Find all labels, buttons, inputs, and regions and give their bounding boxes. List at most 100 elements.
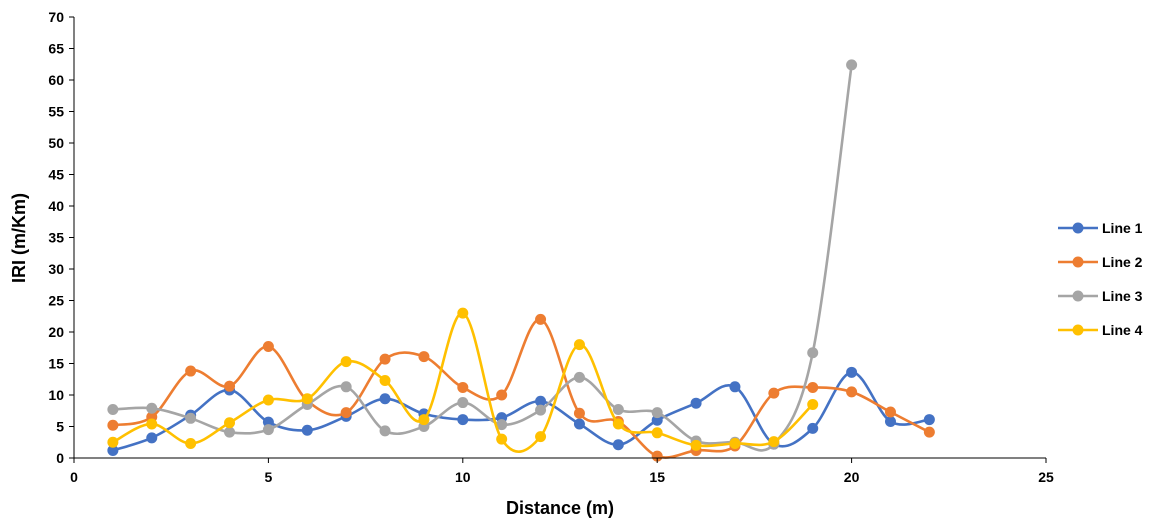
data-point: [262, 416, 274, 428]
data-point: [224, 417, 236, 429]
legend-swatch-marker: [1072, 256, 1084, 268]
y-tick-label: 45: [48, 167, 64, 183]
y-tick-label: 30: [48, 261, 64, 277]
legend-swatch-marker: [1072, 290, 1084, 302]
y-tick-label: 40: [48, 198, 64, 214]
series-line-1: [107, 366, 935, 456]
x-tick-label: 25: [1038, 469, 1054, 485]
x-tick-label: 10: [455, 469, 471, 485]
data-point: [224, 426, 236, 438]
legend-item: Line 4: [1058, 322, 1143, 338]
legend-label: Line 2: [1102, 254, 1143, 270]
tick-layer: 0 5 10 15 20 25 30 35 40 45 50 55 60 65 70 0 5 10 15 20 25: [48, 9, 1054, 485]
x-tick-label: 20: [844, 469, 860, 485]
data-point: [301, 424, 313, 436]
data-point: [340, 407, 352, 419]
data-point: [807, 422, 819, 434]
data-point: [457, 397, 469, 409]
data-point: [768, 436, 780, 448]
x-tick-label: 5: [265, 469, 273, 485]
y-tick-label: 70: [48, 9, 64, 25]
data-point: [146, 418, 158, 430]
y-tick-label: 10: [48, 387, 64, 403]
legend: Line 1 Line 2 Line 3 Line 4: [1058, 220, 1143, 338]
data-point: [768, 387, 780, 399]
data-point: [846, 366, 858, 378]
data-point: [379, 393, 391, 405]
y-tick-label: 0: [56, 450, 64, 466]
data-point: [340, 356, 352, 368]
x-axis-title: Distance (m): [506, 498, 614, 518]
series-line: [112, 311, 814, 453]
data-point: [535, 395, 547, 407]
data-point: [846, 386, 858, 398]
data-point: [923, 414, 935, 426]
legend-item: Line 3: [1058, 288, 1143, 304]
data-point: [573, 407, 585, 419]
data-point: [807, 398, 819, 410]
data-point: [107, 403, 119, 415]
data-point: [262, 394, 274, 406]
data-point: [535, 431, 547, 443]
data-point: [612, 439, 624, 451]
data-point: [884, 406, 896, 418]
data-point: [379, 425, 391, 437]
data-point: [923, 426, 935, 438]
y-tick-label: 5: [56, 419, 64, 435]
data-point: [807, 381, 819, 393]
legend-label: Line 3: [1102, 288, 1143, 304]
data-point: [573, 371, 585, 383]
y-tick-label: 60: [48, 72, 64, 88]
data-point: [185, 438, 197, 450]
x-tick-label: 15: [649, 469, 665, 485]
y-axis-title: IRI (m/Km): [9, 193, 29, 283]
data-point: [651, 450, 663, 462]
data-point: [729, 438, 741, 450]
y-tick-label: 35: [48, 230, 64, 246]
legend-swatch-marker: [1072, 222, 1084, 234]
data-point: [107, 419, 119, 431]
x-tick-label: 0: [70, 469, 78, 485]
y-tick-label: 15: [48, 356, 64, 372]
data-point: [418, 414, 430, 426]
data-point: [107, 444, 119, 456]
data-point: [340, 381, 352, 393]
data-point: [224, 380, 236, 392]
data-point: [262, 424, 274, 436]
data-point: [457, 414, 469, 426]
data-point: [146, 402, 158, 414]
y-tick-label: 20: [48, 324, 64, 340]
y-tick-label: 50: [48, 135, 64, 151]
data-point: [496, 389, 508, 401]
legend-label: Line 4: [1102, 322, 1143, 338]
data-point: [262, 340, 274, 352]
series-layer: [107, 59, 935, 462]
legend-item: Line 2: [1058, 254, 1143, 270]
series-line-4: [107, 307, 819, 453]
series-line: [112, 318, 930, 459]
data-point: [496, 433, 508, 445]
data-point: [573, 418, 585, 430]
data-point: [379, 375, 391, 387]
data-point: [612, 418, 624, 430]
data-point: [535, 313, 547, 325]
data-point: [496, 419, 508, 431]
y-tick-label: 55: [48, 104, 64, 120]
data-point: [651, 414, 663, 426]
data-point: [884, 415, 896, 427]
data-point: [107, 436, 119, 448]
data-point: [535, 404, 547, 416]
y-tick-label: 25: [48, 293, 64, 309]
data-point: [651, 407, 663, 419]
data-point: [690, 397, 702, 409]
data-point: [301, 393, 313, 405]
data-point: [418, 351, 430, 363]
data-point: [457, 381, 469, 393]
legend-label: Line 1: [1102, 220, 1143, 236]
data-point: [612, 403, 624, 415]
y-tick-label: 65: [48, 41, 64, 57]
data-point: [846, 59, 858, 71]
data-point: [573, 339, 585, 351]
data-point: [729, 381, 741, 393]
